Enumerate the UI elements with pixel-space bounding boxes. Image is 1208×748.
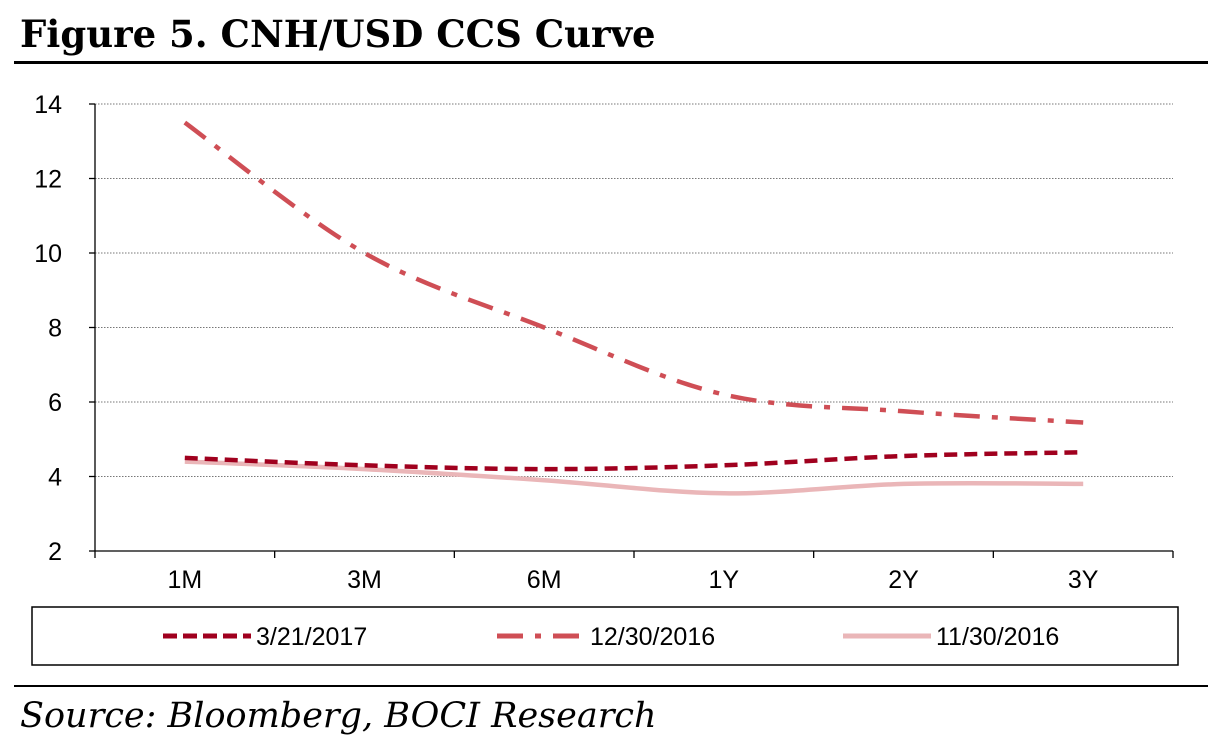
y-tick-label: 14 [34, 91, 62, 119]
y-tick-label: 8 [48, 315, 62, 343]
legend-label: 3/21/2017 [256, 623, 367, 651]
legend-label: 11/30/2016 [936, 623, 1059, 651]
x-tick-label: 2Y [888, 566, 919, 594]
y-tick-label: 12 [34, 166, 62, 194]
series-line-11-30-2016 [184, 459, 1084, 496]
x-tick-label: 1M [167, 566, 202, 594]
gridlines [95, 103, 1173, 477]
y-tick-label: 10 [34, 240, 62, 268]
legend-label: 12/30/2016 [590, 623, 715, 651]
title-rule [14, 61, 1208, 64]
x-tick-label: 3Y [1068, 566, 1099, 594]
series-line-3-21-2017 [184, 450, 1084, 472]
axes: 2 4 6 8 10 12 14 1M 3M 6M 1Y 2Y 3Y [34, 91, 1174, 594]
y-tick-label: 6 [48, 389, 62, 417]
series-lines [183, 120, 1084, 496]
x-tick-label: 1Y [709, 566, 740, 594]
x-tick-label: 6M [527, 566, 562, 594]
series-line-12-30-2016 [183, 120, 1084, 425]
figure-title: Figure 5. CNH/USD CCS Curve [20, 12, 656, 56]
y-tick-label: 4 [48, 464, 62, 492]
x-tick-label: 3M [347, 566, 382, 594]
source-rule [14, 685, 1208, 687]
y-tick-label: 2 [48, 538, 62, 566]
legend: 3/21/2017 12/30/2016 11/30/2016 [31, 606, 1179, 666]
source-note: Source: Bloomberg, BOCI Research [20, 696, 657, 736]
